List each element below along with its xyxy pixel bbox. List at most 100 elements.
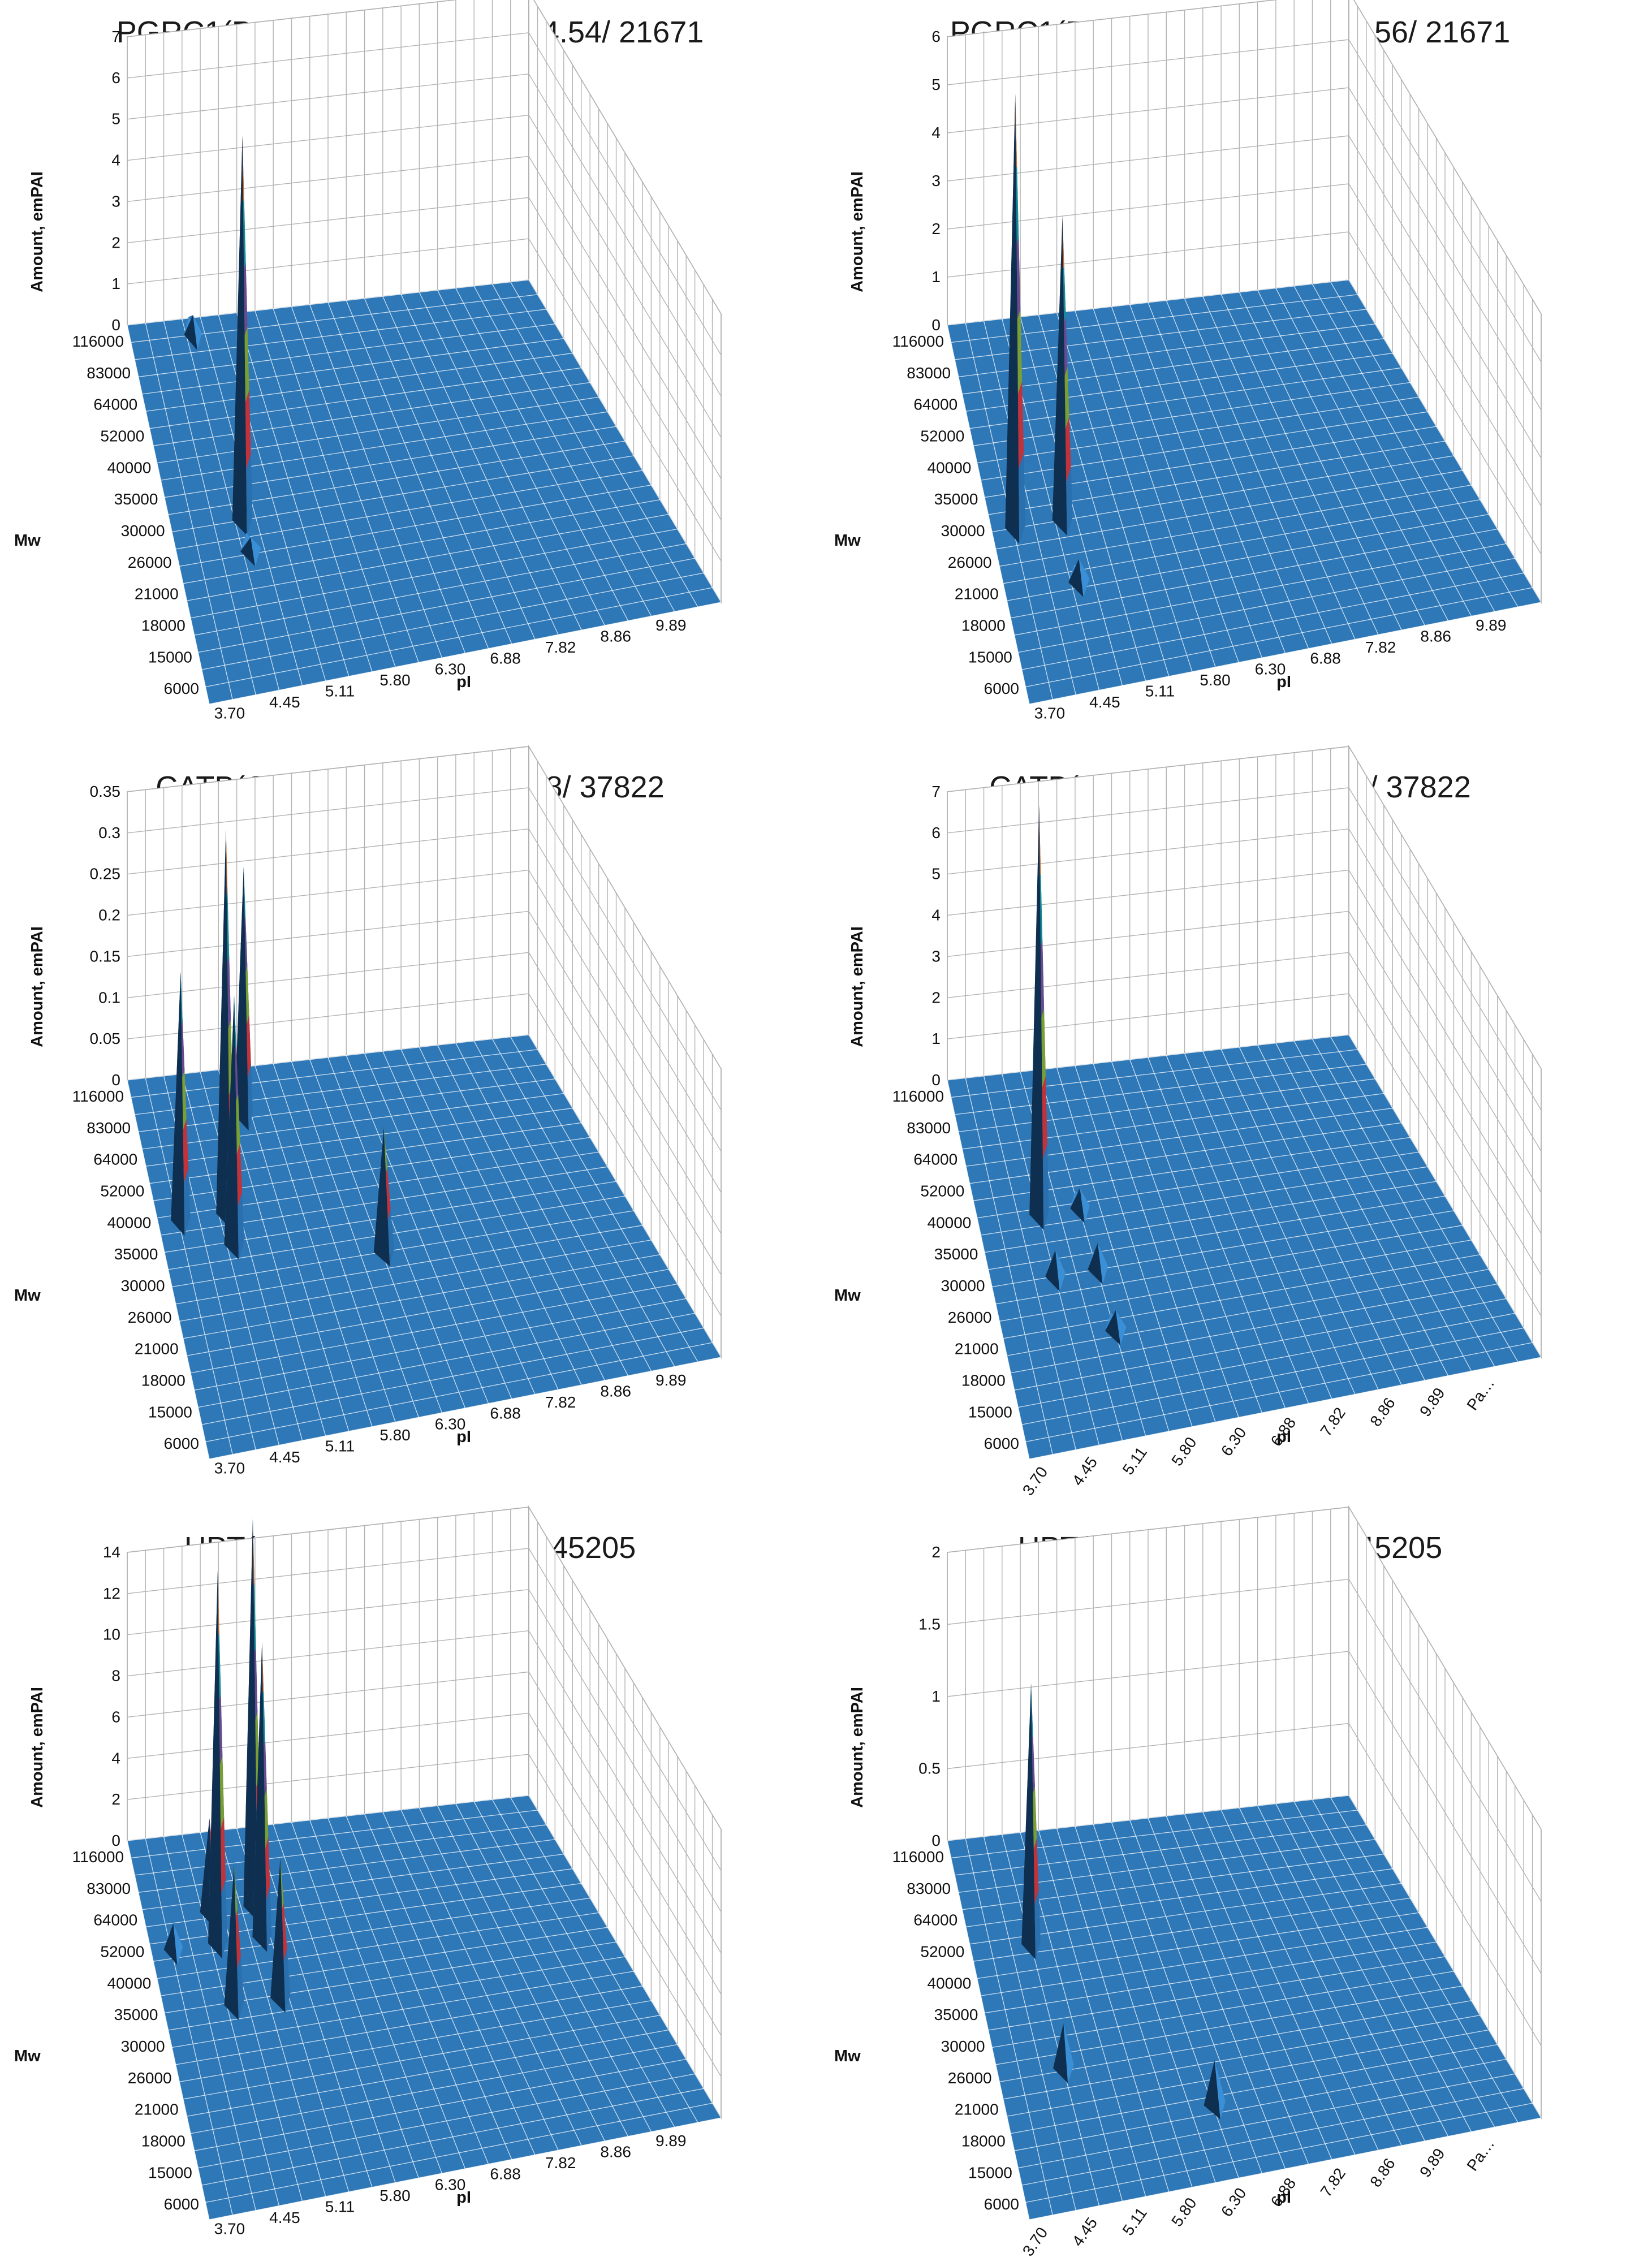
- floor-gridline: [171, 1210, 634, 1288]
- floor-gridline: [198, 1313, 695, 1408]
- z-axis-title: Amount, emPAI: [848, 171, 866, 292]
- peak-face: [224, 995, 239, 1260]
- mw-tick-label: 26000: [948, 554, 992, 571]
- peak-face: [232, 135, 247, 536]
- floor-gridline: [201, 572, 704, 670]
- floor-gridline: [183, 2014, 660, 2100]
- peak-face: [1070, 1188, 1085, 1224]
- floor-gridline: [205, 1342, 713, 1443]
- floor-gridline: [157, 396, 599, 464]
- mw-tick-label: 15000: [148, 1403, 192, 1421]
- data-peak: [1070, 1188, 1090, 1224]
- floor-gridline: [135, 309, 546, 360]
- peak-face: [270, 1857, 286, 2013]
- floor-gridline: [1003, 2014, 1480, 2100]
- mw-tick-label: 64000: [93, 1911, 137, 1929]
- floor-gridline: [995, 1225, 1463, 1305]
- floor-gridline: [201, 1327, 704, 1425]
- peak-band: [244, 916, 248, 973]
- z-tick-label: 6: [931, 824, 941, 841]
- data-peak: [252, 1642, 272, 1952]
- floor-gridline: [190, 528, 678, 619]
- mw-tick-label: 30000: [941, 1277, 985, 1294]
- floor-gridline: [127, 1795, 529, 1841]
- peak-face: [240, 537, 255, 567]
- floor-grid: [127, 1034, 722, 1460]
- z-tick-label: 8: [111, 1667, 120, 1685]
- z-tick-label: 1.5: [918, 1616, 941, 1633]
- peak-face: [1105, 1310, 1121, 1345]
- pi-tick-label: 5.11: [1119, 2204, 1150, 2239]
- floor-gridline: [127, 1034, 529, 1081]
- peak-band: [1079, 559, 1090, 597]
- peak-band: [1080, 1188, 1090, 1224]
- z-tick-label: 2: [111, 1790, 120, 1808]
- floor-gridline: [131, 1810, 538, 1859]
- pi-tick-label: 9.89: [655, 616, 687, 634]
- floor-gridline: [977, 1151, 1419, 1219]
- mw-tick-label: 30000: [121, 1277, 165, 1294]
- mw-tick-label: 116000: [892, 333, 944, 350]
- peak-band: [181, 1021, 185, 1077]
- z-tick-label: 4: [111, 1749, 120, 1767]
- peak-face: [208, 1571, 222, 1959]
- x-axis-title: pI: [456, 2189, 471, 2207]
- mw-tick-label: 116000: [72, 1087, 124, 1105]
- y-axis-title: Mw: [834, 2047, 861, 2065]
- peak-band: [1042, 1076, 1047, 1159]
- z-tick-label: 2: [931, 1543, 941, 1561]
- pi-tick-label: 5.11: [1145, 682, 1175, 700]
- z-tick-label: 4: [931, 907, 941, 924]
- z-tick-label: 6: [111, 69, 120, 87]
- peak-band: [1033, 1786, 1037, 1849]
- floor-gridline: [947, 1795, 1349, 1841]
- peak-band: [1039, 805, 1041, 876]
- floor-gridline: [1014, 1298, 1507, 1391]
- z-tick-label: 2: [931, 220, 941, 238]
- peak-band: [244, 262, 248, 336]
- peak-face: [184, 315, 197, 351]
- data-peak: [1204, 2060, 1226, 2120]
- floor-gridline: [194, 1298, 687, 1391]
- floor-gridline: [168, 1195, 626, 1270]
- z-tick-label: 0: [931, 1832, 941, 1849]
- peak-band: [1015, 94, 1017, 169]
- wall-grid: [127, 746, 722, 1358]
- mw-tick-label: 40000: [928, 1974, 972, 1992]
- floor-gridline: [175, 1986, 643, 2065]
- floor-gridline: [1025, 2103, 1533, 2203]
- mw-tick-label: 35000: [934, 490, 978, 508]
- floor-gridline: [995, 1986, 1463, 2065]
- peak-band: [1017, 381, 1024, 469]
- mw-tick-label: 64000: [93, 396, 137, 413]
- floor-gridline: [1010, 2044, 1498, 2134]
- wall-grid: [127, 0, 722, 603]
- peak-band: [246, 454, 253, 536]
- z-tick-label: 12: [103, 1585, 120, 1602]
- peak-band: [1055, 1250, 1066, 1292]
- pi-tick-label: Pa…: [1463, 2135, 1498, 2174]
- y-axis-title: Mw: [834, 1287, 861, 1305]
- peak-band: [226, 892, 230, 962]
- floor-gridline: [991, 1210, 1454, 1288]
- mw-tick-label: 116000: [72, 1848, 124, 1866]
- z-tick-label: 0: [931, 316, 941, 334]
- peak-band: [244, 326, 249, 403]
- x-axis-title: pI: [1276, 1428, 1291, 1446]
- mw-tick-label: 6000: [164, 1435, 199, 1452]
- mw-tick-label: 18000: [141, 616, 186, 634]
- peak-face: [252, 1642, 267, 1952]
- data-peak: [373, 1126, 394, 1267]
- floor-gridline: [999, 1240, 1472, 1322]
- z-tick-label: 5: [931, 76, 941, 93]
- floor-gridline: [205, 2103, 713, 2203]
- pi-tick-label: 6.88: [490, 2165, 521, 2182]
- peak-band: [242, 135, 244, 202]
- floor-gridline: [175, 1225, 643, 1305]
- peak-face: [1052, 215, 1067, 536]
- pi-tick-label: 4.45: [1089, 693, 1120, 711]
- pi-tick-label: 7.82: [1317, 1404, 1349, 1439]
- floor-gridline: [205, 587, 713, 688]
- mw-tick-label: 6000: [984, 2195, 1019, 2213]
- y-axis-title: Mw: [14, 2047, 41, 2065]
